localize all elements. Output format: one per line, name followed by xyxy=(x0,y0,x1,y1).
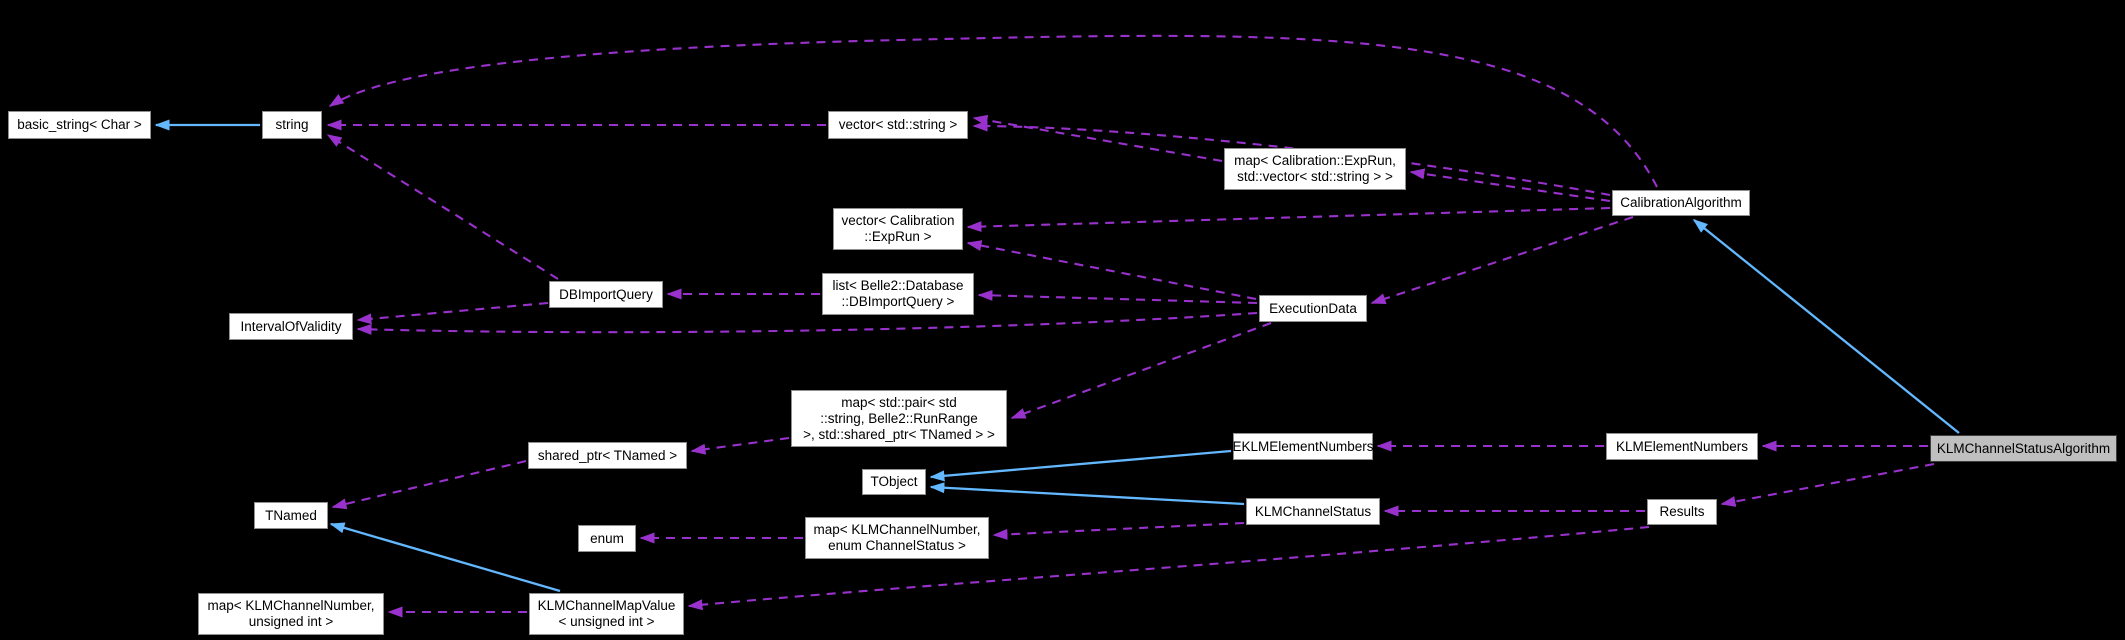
edge-eklmelementnumbers-to-tobject xyxy=(929,449,1232,482)
edge-dbimportquery-to-intervalofvalidity xyxy=(356,301,549,325)
node-dbimportquery[interactable]: DBImportQuery xyxy=(549,281,663,308)
node-results[interactable]: Results xyxy=(1647,499,1717,525)
edge-klmchannelstatus-to-tobject xyxy=(929,482,1245,506)
node-intervalofvalidity[interactable]: IntervalOfValidity xyxy=(229,313,353,340)
edge-klmchannelstatus-to-map-klmchannel-enum xyxy=(992,521,1245,540)
edge-executiondata-to-intervalofvalidity xyxy=(356,311,1258,335)
node-map-exprun-vector[interactable]: map< Calibration::ExpRun, std::vector< s… xyxy=(1224,148,1406,190)
edge-klmchannelstatusalgorithm-to-calibration-algorithm xyxy=(1692,219,1960,434)
node-shared-ptr-tnamed[interactable]: shared_ptr< TNamed > xyxy=(528,442,687,469)
node-enum[interactable]: enum xyxy=(578,525,636,552)
node-vector-std-string[interactable]: vector< std::string > xyxy=(828,111,968,139)
edge-executiondata-to-map-pair-runrange-sharedptr xyxy=(1010,322,1272,419)
node-tnamed[interactable]: TNamed xyxy=(254,502,328,529)
node-eklmelementnumbers[interactable]: EKLMElementNumbers xyxy=(1232,433,1374,460)
edge-dbimportquery-to-string xyxy=(326,134,559,280)
edge-klmchannelstatusalgorithm-to-results xyxy=(1720,462,1935,507)
node-klmchannelstatus[interactable]: KLMChannelStatus xyxy=(1246,498,1380,525)
edge-executiondata-to-vector-calibration-exprun xyxy=(966,240,1257,301)
node-string[interactable]: string xyxy=(262,111,322,139)
node-klmchannelstatusalgorithm: KLMChannelStatusAlgorithm xyxy=(1930,435,2117,462)
edge-calibration-algorithm-to-string xyxy=(328,34,1658,188)
edge-executiondata-to-list-belle2-dbimportquery xyxy=(977,289,1258,305)
edge-klmchannelmapvalue-to-tnamed xyxy=(329,522,561,593)
edge-calibration-algorithm-to-vector-calibration-exprun xyxy=(966,206,1611,233)
node-basic-string-char[interactable]: basic_string< Char > xyxy=(8,111,151,139)
edge-map-pair-runrange-sharedptr-to-shared-ptr-tnamed xyxy=(690,436,790,455)
node-map-pair-runrange-sharedptr[interactable]: map< std::pair< std ::string, Belle2::Ru… xyxy=(791,390,1007,447)
node-tobject[interactable]: TObject xyxy=(862,469,926,495)
edge-shared-ptr-tnamed-to-tnamed xyxy=(331,459,527,510)
node-vector-calibration-exprun[interactable]: vector< Calibration ::ExpRun > xyxy=(833,208,963,250)
node-klmchannelmapvalue[interactable]: KLMChannelMapValue < unsigned int > xyxy=(529,593,684,635)
node-list-belle2-dbimportquery[interactable]: list< Belle2::Database ::DBImportQuery > xyxy=(822,273,974,315)
node-calibration-algorithm[interactable]: CalibrationAlgorithm xyxy=(1612,190,1750,216)
node-map-klmchannel-enum[interactable]: map< KLMChannelNumber, enum ChannelStatu… xyxy=(805,517,989,559)
edge-results-to-klmchannelmapvalue xyxy=(687,525,1650,611)
node-map-klmchannel-uint[interactable]: map< KLMChannelNumber, unsigned int > xyxy=(198,593,384,635)
edge-map-exprun-vector-to-vector-std-string xyxy=(972,114,1223,163)
node-executiondata[interactable]: ExecutionData xyxy=(1259,295,1367,322)
node-klmelementnumbers[interactable]: KLMElementNumbers xyxy=(1606,433,1758,460)
edge-calibration-algorithm-to-vector-std-string xyxy=(972,120,1611,197)
edge-calibration-algorithm-to-executiondata xyxy=(1370,216,1634,304)
edge-calibration-algorithm-to-map-exprun-vector xyxy=(1409,168,1611,203)
